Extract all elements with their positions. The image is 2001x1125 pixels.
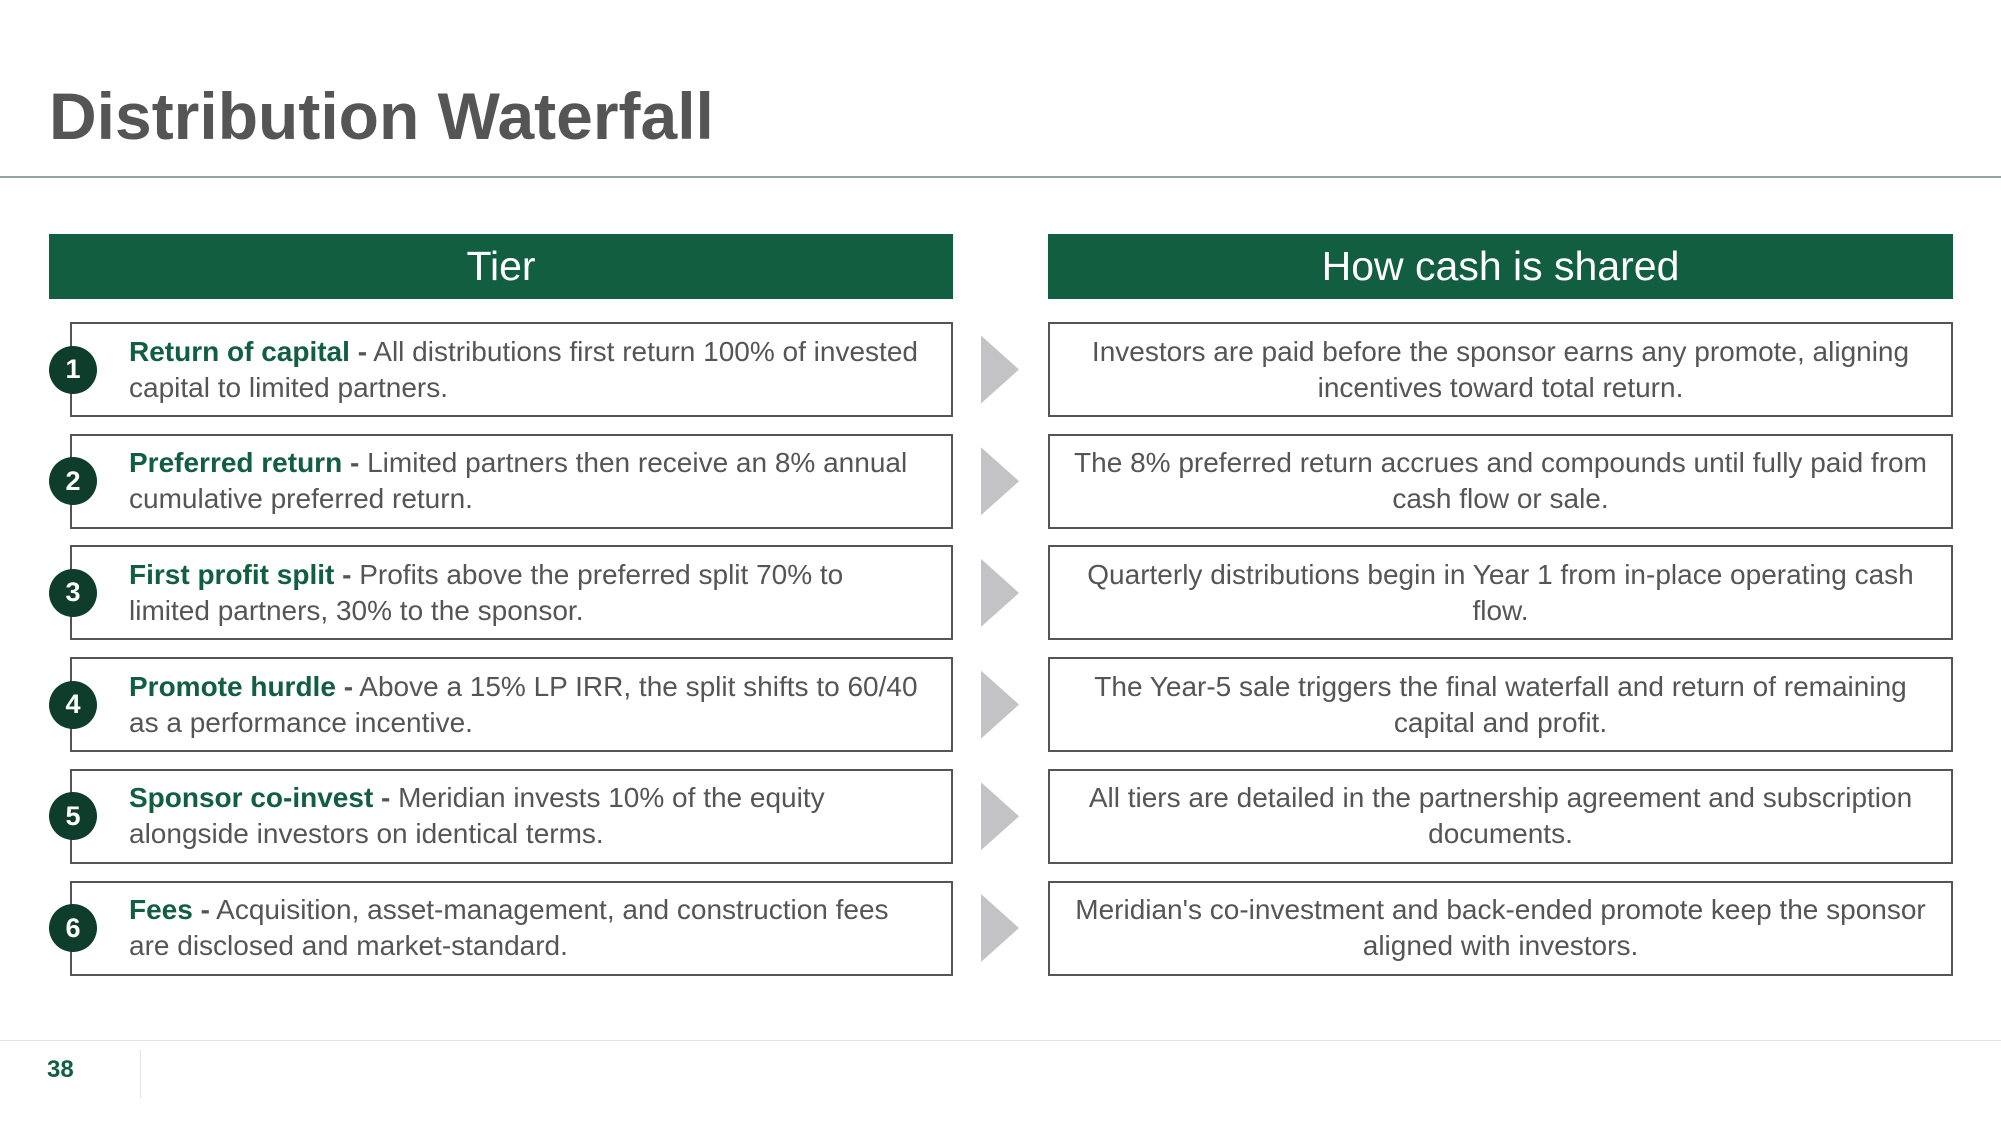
tier-dash: - <box>343 670 354 702</box>
tier-dash: - <box>381 782 391 814</box>
arrows <box>981 335 1019 962</box>
title: Distribution Waterfall <box>49 79 714 153</box>
tier-description: Above a 15% LP IRR, the split shifts to … <box>129 670 918 738</box>
cash-text: Investors are paid before the sponsor ea… <box>1091 335 1910 403</box>
tier-number: 1 <box>49 345 97 394</box>
arrow <box>981 670 1019 739</box>
tier-dash: - <box>349 447 360 479</box>
column-header: How cash is shared <box>1048 234 1953 299</box>
tier-box: Sponsor co-invest - Meridian invests 10%… <box>70 768 953 864</box>
tier-label: Fees <box>129 894 193 925</box>
footer-rule <box>0 1040 2001 1041</box>
cash-text: Quarterly distributions begin in Year 1 … <box>1087 558 1914 626</box>
tier-dash: - <box>200 894 210 925</box>
footer-divider <box>140 1050 141 1098</box>
tier-text: Return of capital - All distributions fi… <box>129 334 931 406</box>
cash-box: Investors are paid before the sponsor ea… <box>1048 322 1953 417</box>
tier-number: 6 <box>49 904 97 952</box>
tier-text: Preferred return - Limited partners then… <box>129 445 931 517</box>
cash-text: All tiers are detailed in the partnershi… <box>1088 782 1913 850</box>
arrow <box>981 894 1019 962</box>
cash-box: The 8% preferred return accrues and comp… <box>1048 433 1953 529</box>
cash-box: All tiers are detailed in the partnershi… <box>1048 768 1953 864</box>
tier-number: 5 <box>49 792 97 841</box>
cash-box: Meridian's co-investment and back-ended … <box>1048 880 1953 976</box>
tier-text: Promote hurdle - Above a 15% LP IRR, the… <box>129 669 931 741</box>
tier-description: Profits above the preferred split 70% to… <box>129 558 844 626</box>
cash-text: The Year-5 sale triggers the final water… <box>1094 670 1907 738</box>
page-number: 38 <box>47 1056 74 1083</box>
arrow <box>981 558 1019 627</box>
tier-text: Fees - Acquisition, asset-management, an… <box>129 892 931 964</box>
tier-description: Limited partners then receive an 8% annu… <box>129 447 908 515</box>
tier-label: Preferred return <box>129 447 343 479</box>
tier-label: Promote hurdle <box>129 670 336 702</box>
tier-box: Return of capital - All distributions fi… <box>70 322 953 417</box>
tier-description: Acquisition, asset-management, and const… <box>129 894 889 961</box>
tier-box: First profit split - Profits above the p… <box>70 545 953 641</box>
tier-label: First profit split <box>129 558 335 590</box>
tier-description: Meridian invests 10% of the equity along… <box>129 782 825 850</box>
tier-box: Promote hurdle - Above a 15% LP IRR, the… <box>70 657 953 753</box>
tier-label: Return of capital <box>129 335 350 367</box>
tier-box: Fees - Acquisition, asset-management, an… <box>70 880 953 976</box>
title-rule <box>0 176 2001 178</box>
arrow <box>981 782 1019 851</box>
arrow <box>981 335 1019 404</box>
cash-box: Quarterly distributions begin in Year 1 … <box>1048 545 1953 641</box>
tier-box: Preferred return - Limited partners then… <box>70 433 953 529</box>
tier-dash: - <box>357 335 368 367</box>
tier-text: Sponsor co-invest - Meridian invests 10%… <box>129 780 931 852</box>
tier-number: 4 <box>49 680 97 729</box>
tier-number: 3 <box>49 568 97 617</box>
cash-text: The 8% preferred return accrues and comp… <box>1074 447 1927 515</box>
tier-number: 2 <box>49 457 97 506</box>
tier-text: First profit split - Profits above the p… <box>129 557 931 629</box>
cash-box: The Year-5 sale triggers the final water… <box>1048 657 1953 753</box>
column-header: Tier <box>49 234 953 299</box>
arrow <box>981 447 1019 516</box>
tier-label: Sponsor co-invest <box>129 782 374 814</box>
tier-description: All distributions first return 100% of i… <box>129 335 918 403</box>
tier-dash: - <box>342 558 352 590</box>
cash-text: Meridian's co-investment and back-ended … <box>1075 894 1926 961</box>
